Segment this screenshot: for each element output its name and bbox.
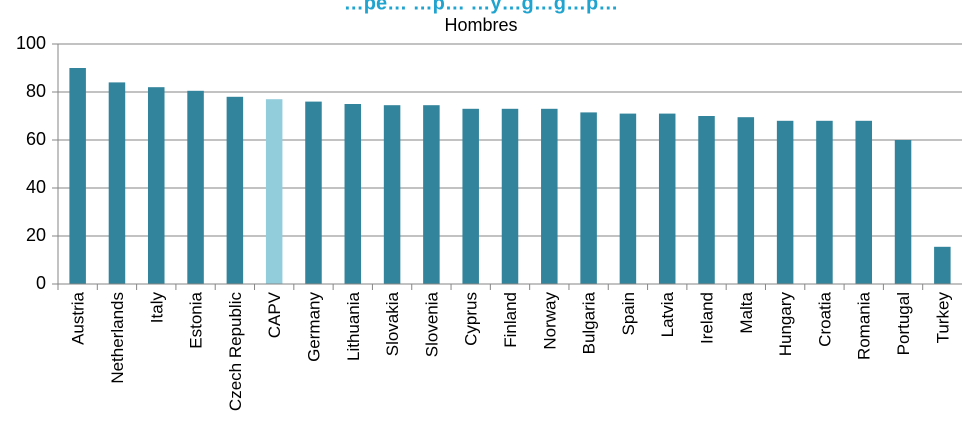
x-tick-label: Netherlands bbox=[108, 292, 127, 384]
x-tick-label: Norway bbox=[540, 292, 559, 350]
y-tick-label: 0 bbox=[36, 273, 46, 293]
bar-portugal bbox=[894, 140, 912, 284]
bar-bulgaria bbox=[580, 112, 597, 285]
bar-cyprus bbox=[462, 108, 479, 284]
x-tick-label: Croatia bbox=[815, 291, 834, 346]
labels-layer: 0 20 40 60 80 100 Austria Netherlands Italy Eston… bbox=[16, 33, 952, 411]
chart-title-partial: …pe… …p… …y…g…g…p… bbox=[344, 0, 618, 14]
bar-capv bbox=[265, 99, 283, 284]
bar-spain bbox=[619, 113, 637, 284]
x-tick-label: Cyprus bbox=[462, 292, 481, 346]
bars-layer bbox=[69, 68, 951, 285]
bar-turkey bbox=[934, 246, 951, 284]
y-tick-label: 40 bbox=[26, 177, 46, 197]
bar-italy bbox=[148, 87, 165, 284]
x-tick-label: Italy bbox=[147, 292, 166, 324]
y-tick-label: 60 bbox=[26, 129, 46, 149]
x-tick-label: Bulgaria bbox=[580, 291, 599, 354]
x-tick-label: Czech Republic bbox=[226, 292, 245, 412]
x-tick-label: Finland bbox=[501, 292, 520, 348]
bar-czech-republic bbox=[226, 96, 244, 284]
bar-hungary bbox=[776, 120, 794, 284]
bar-croatia bbox=[816, 120, 833, 284]
x-tick-label: Ireland bbox=[698, 292, 717, 344]
x-tick-label: Portugal bbox=[894, 292, 913, 355]
bar-slovenia bbox=[423, 105, 440, 284]
bar-slovakia bbox=[383, 105, 401, 284]
bar-germany bbox=[305, 101, 322, 284]
bar-malta bbox=[737, 117, 755, 284]
bar-netherlands bbox=[108, 82, 126, 285]
x-tick-label: Austria bbox=[69, 291, 88, 344]
bar-romania bbox=[855, 120, 872, 284]
x-tick-label: Slovenia bbox=[422, 291, 441, 357]
x-tick-label: Lithuania bbox=[344, 291, 363, 361]
x-tick-label: Slovakia bbox=[383, 291, 402, 356]
axis-layer bbox=[52, 43, 962, 290]
y-tick-label: 80 bbox=[26, 81, 46, 101]
x-tick-label: Hungary bbox=[776, 292, 795, 357]
bar-latvia bbox=[658, 113, 676, 284]
bar-finland bbox=[501, 108, 519, 284]
x-tick-label: Romania bbox=[855, 291, 874, 360]
x-tick-label: Turkey bbox=[933, 292, 952, 344]
bar-estonia bbox=[187, 90, 204, 284]
bar-ireland bbox=[698, 116, 715, 284]
x-tick-label: Germany bbox=[304, 292, 323, 362]
x-tick-label: Spain bbox=[619, 292, 638, 335]
y-tick-label: 20 bbox=[26, 225, 46, 245]
bar-norway bbox=[541, 108, 558, 284]
x-tick-label: Malta bbox=[737, 291, 756, 333]
bar-lithuania bbox=[344, 104, 362, 284]
chart-subtitle: Hombres bbox=[444, 15, 517, 35]
bar-austria bbox=[69, 68, 86, 284]
x-tick-label: CAPV bbox=[265, 291, 284, 338]
x-tick-label: Latvia bbox=[658, 291, 677, 337]
y-tick-label: 100 bbox=[16, 33, 46, 53]
x-tick-label: Estonia bbox=[187, 291, 206, 348]
